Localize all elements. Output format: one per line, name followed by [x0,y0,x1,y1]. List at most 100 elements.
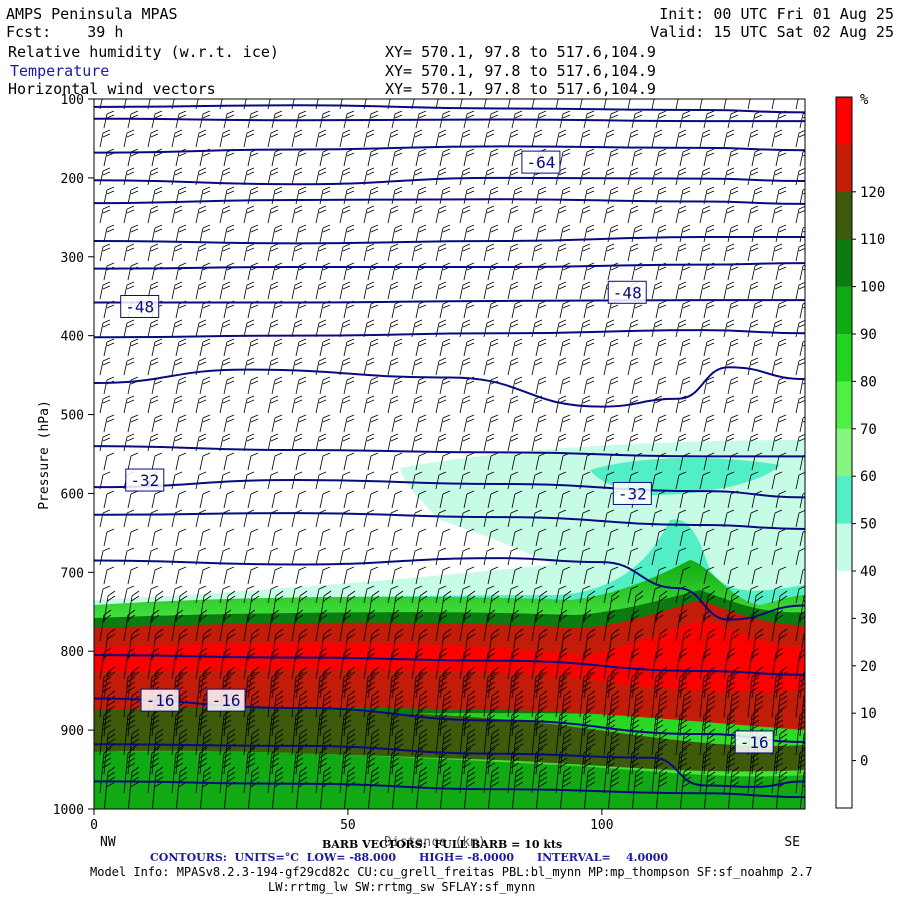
wind-barb [387,243,399,262]
wind-barb [267,205,279,224]
wind-barb [655,110,667,129]
wind-barb [603,243,615,262]
wind-barb [243,205,255,224]
contour-label-layer: -64 -48 -48 -32 -32 -16 -16 -16 [120,150,774,754]
wind-barb [223,590,236,623]
wind-barb [459,609,472,642]
wind-barb [459,433,471,452]
wind-barb [703,110,715,129]
wind-barb [243,395,255,414]
wind-barb [363,509,375,528]
wind-barb [127,262,139,281]
wind-barb [747,357,759,376]
wind-barb [703,338,715,357]
wind-barb [487,338,499,357]
wind-barb [607,186,619,205]
wind-barb [603,433,615,452]
wind-barb [103,566,115,585]
field-xy-rh: XY= 570.1, 97.8 to 517.6,104.9 [385,43,656,61]
wind-barb [343,590,356,623]
wind-barb [387,395,399,414]
wind-barb [771,671,784,718]
temperature-contour [94,104,805,114]
wind-barb [511,528,523,547]
wind-barb [535,338,547,357]
wind-barb [99,671,112,718]
wind-barb [555,509,567,528]
wind-barb [123,671,136,718]
wind-barb [723,671,736,718]
wind-barb [607,148,619,167]
wind-barb [271,186,283,205]
wind-barb [579,671,592,718]
wind-barb [463,300,475,319]
wind-barb [103,300,115,319]
wind-barb [435,99,441,110]
wind-barb [555,129,567,148]
field-xy-wind: XY= 570.1, 97.8 to 517.6,104.9 [385,80,656,98]
wind-barb [411,205,423,224]
wind-barb [103,452,115,471]
wind-barb [391,628,404,661]
wind-barb [651,129,663,148]
wind-barb [219,709,232,756]
wind-barb [583,766,596,809]
wind-barb [439,490,451,509]
wind-barb [627,167,639,186]
x-tick-label: 100 [590,818,613,833]
colorbar-tick-label: 110 [860,232,885,248]
wind-barb [199,224,211,243]
colorbar-swatch [836,760,852,809]
wind-barb [771,167,783,186]
wind-barb [535,262,547,281]
wind-barb [799,188,805,205]
wind-barb [559,628,572,661]
header-forecast: Fcst: 39 h [6,23,124,41]
wind-barb [435,585,447,604]
contour-label-text: -64 [526,153,555,172]
colorbar-swatch [836,334,852,382]
wind-barb [223,376,235,395]
wind-barb [295,452,307,471]
wind-barb [415,224,427,243]
wind-barb [747,433,759,452]
wind-barb [271,338,283,357]
wind-barb [247,376,259,395]
wind-barb [771,395,783,414]
wind-barb [751,186,763,205]
wind-barb [483,547,495,566]
wind-barb [219,747,232,794]
wind-barb [415,300,427,319]
wind-barb [223,528,235,547]
wind-barb [247,300,259,319]
wind-barb [247,224,259,243]
wind-barb [267,319,279,338]
wind-barb [463,338,475,357]
wind-barb [295,628,308,661]
wind-barb [463,262,475,281]
wind-barb [219,281,231,300]
wind-barb [555,647,568,680]
wind-barb [291,471,303,490]
wind-barb [391,452,403,471]
wind-barb [319,766,332,809]
wind-barb [123,205,135,224]
wind-barb [631,590,644,623]
wind-barb [507,243,519,262]
wind-barb [579,205,591,224]
wind-barb [319,414,331,433]
wind-barb [703,148,715,167]
wind-barb [199,414,211,433]
wind-barb [199,110,211,129]
wind-barb [799,302,805,319]
wind-barb [439,528,451,547]
wind-barb [483,471,495,490]
wind-barb [291,547,303,566]
wind-barb [507,205,519,224]
wind-barb [507,547,519,566]
wind-barb [583,414,595,433]
wind-barb [771,585,783,604]
wind-barb [675,709,688,756]
wind-barb [223,452,235,471]
wind-barb [487,110,499,129]
